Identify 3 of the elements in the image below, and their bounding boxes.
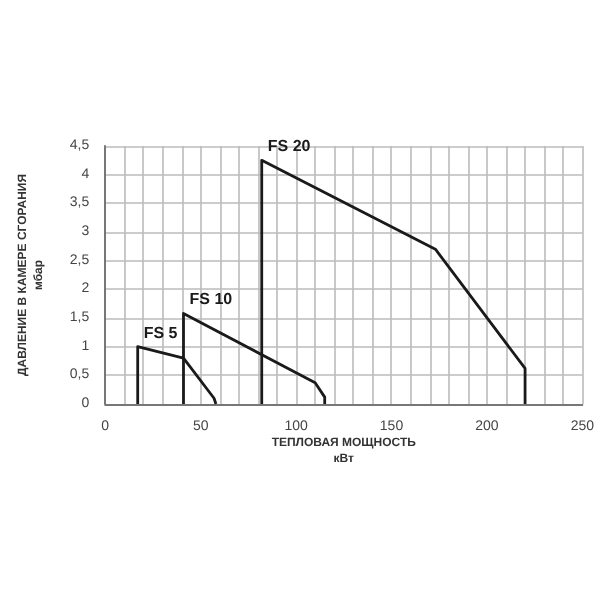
- series-label: FS 10: [189, 290, 234, 309]
- series-label: FS 20: [267, 137, 312, 156]
- series-label: FS 5: [143, 323, 179, 342]
